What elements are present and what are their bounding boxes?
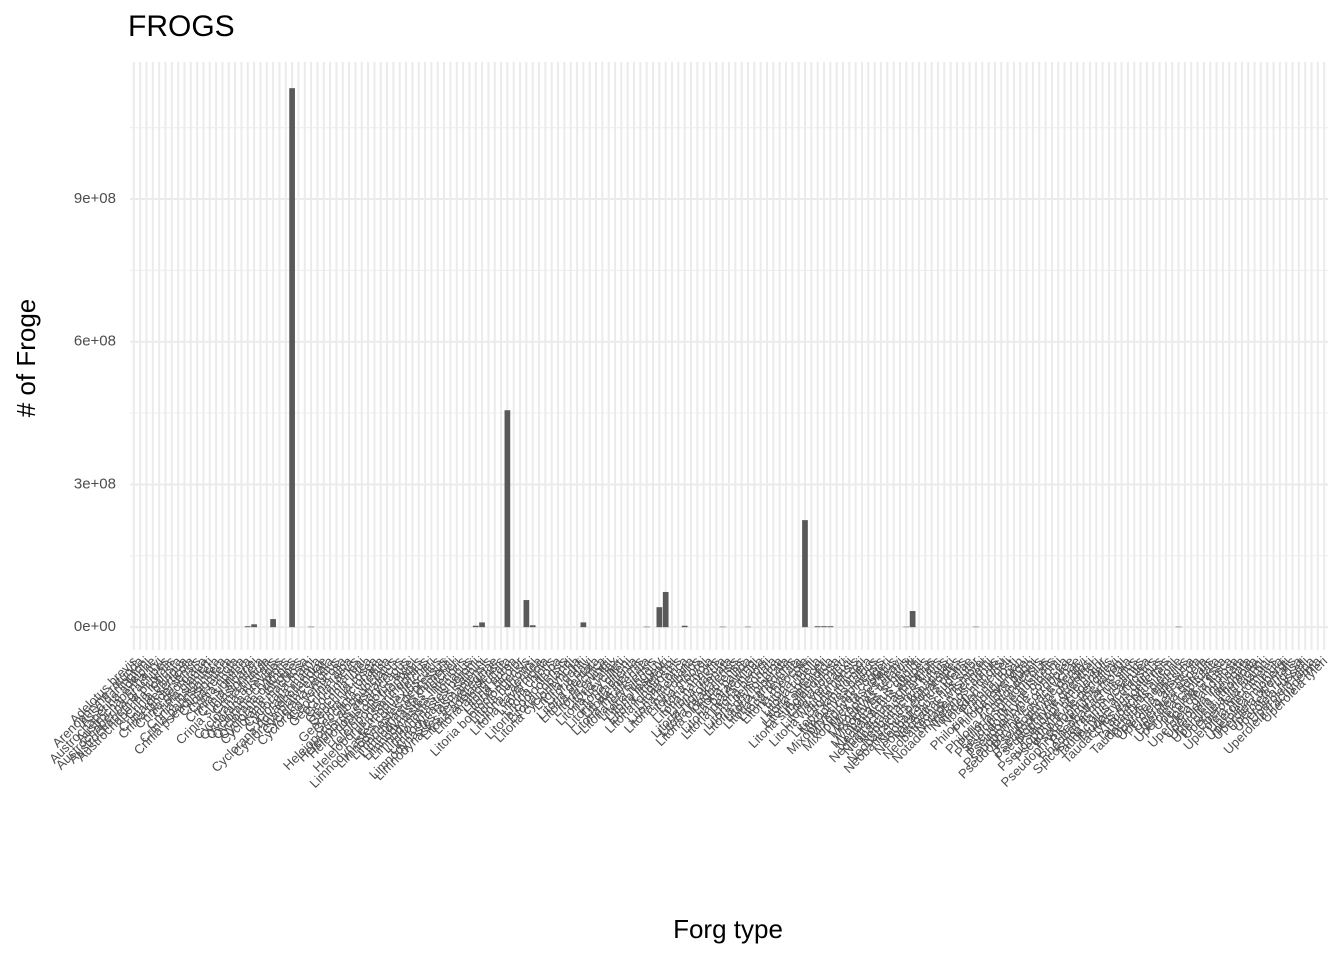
- bar: [504, 410, 511, 628]
- y-tick-label: 6e+08: [74, 333, 116, 350]
- bar: [580, 622, 587, 628]
- bar: [802, 520, 808, 628]
- x-axis-title: Forg type: [673, 914, 783, 944]
- bar: [662, 591, 669, 628]
- y-tick-label: 0e+00: [74, 618, 116, 635]
- bar: [289, 88, 295, 628]
- chart-title: FROGS: [128, 10, 235, 43]
- bar: [681, 625, 688, 628]
- bar: [244, 626, 251, 628]
- bar: [523, 600, 530, 628]
- bar: [814, 626, 821, 628]
- bar: [821, 626, 827, 628]
- grid: [130, 62, 1328, 650]
- bar: [270, 619, 276, 628]
- bar: [656, 607, 663, 628]
- bar: [479, 622, 485, 628]
- bars: [244, 88, 1182, 628]
- bar: [529, 625, 536, 628]
- y-tick-label: 9e+08: [74, 190, 116, 207]
- bar: [251, 624, 257, 628]
- y-tick-label: 3e+08: [74, 475, 116, 492]
- bar: [827, 626, 834, 628]
- y-axis-title: # of Froge: [11, 299, 41, 418]
- bar: [909, 610, 916, 628]
- bar: [472, 625, 479, 628]
